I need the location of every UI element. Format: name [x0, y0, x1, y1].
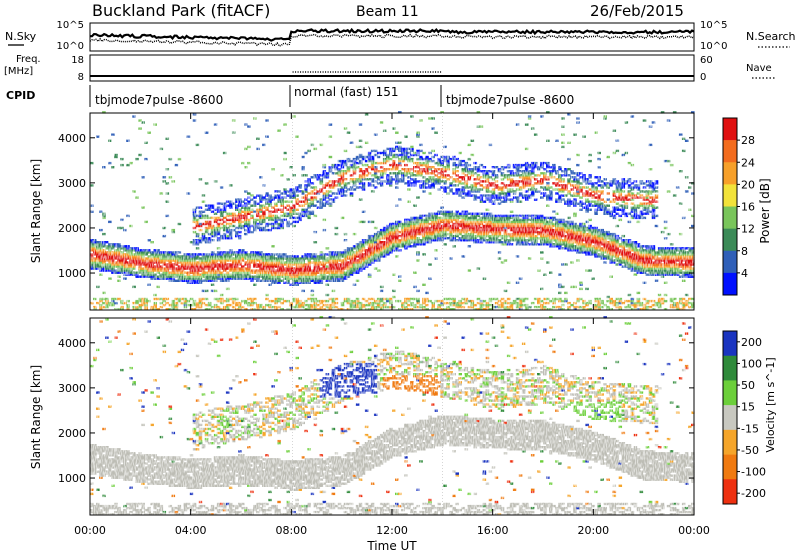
noise-tick-top-right: 10^5: [700, 20, 727, 31]
date-label: 26/Feb/2015: [590, 2, 684, 20]
cpid-segment-1: tbjmode7pulse -8600: [95, 93, 223, 107]
cpid-segment-3: tbjmode7pulse -8600: [446, 93, 574, 107]
power-echo-cell: [476, 111, 481, 114]
nave-tick-top: 60: [700, 55, 713, 66]
nsky-trace: [90, 27, 695, 42]
freq-tick-top: 18: [71, 55, 84, 66]
nave-tick-bottom: 0: [700, 72, 706, 83]
power-heatmap: [90, 111, 695, 311]
nave-label: Nave: [746, 63, 772, 74]
freq-panel: Freq. [MHz] 18 8 60 0 Nave: [4, 54, 776, 83]
freq-label: Freq.: [16, 54, 41, 65]
noise-tick-bottom-left: 10^0: [57, 41, 84, 52]
nsearch-trace: [89, 33, 695, 47]
noise-panel: N.Sky 10^5 10^0 10^5 10^0 N.Search: [5, 20, 796, 52]
nsearch-label: N.Search: [746, 30, 796, 43]
power-echo-cell: [102, 111, 106, 114]
freq-unit-label: [MHz]: [4, 66, 33, 77]
beam-label: Beam 11: [356, 4, 419, 20]
station-title: Buckland Park (fitACF): [92, 1, 270, 20]
cpid-label: CPID: [6, 89, 35, 102]
power-echo-cell: [546, 111, 550, 114]
noise-tick-bottom-right: 10^0: [700, 41, 727, 52]
cpid-row: CPID tbjmode7pulse -8600 normal (fast) 1…: [6, 85, 574, 107]
noise-trace: [89, 27, 695, 47]
noise-tick-top-left: 10^5: [57, 20, 84, 31]
power-echo-cell: [440, 111, 444, 114]
power-echo-cell: [398, 111, 402, 114]
freq-tick-bottom: 8: [78, 72, 84, 83]
cpid-segment-2: normal (fast) 151: [294, 85, 398, 99]
nsky-label: N.Sky: [5, 30, 37, 43]
